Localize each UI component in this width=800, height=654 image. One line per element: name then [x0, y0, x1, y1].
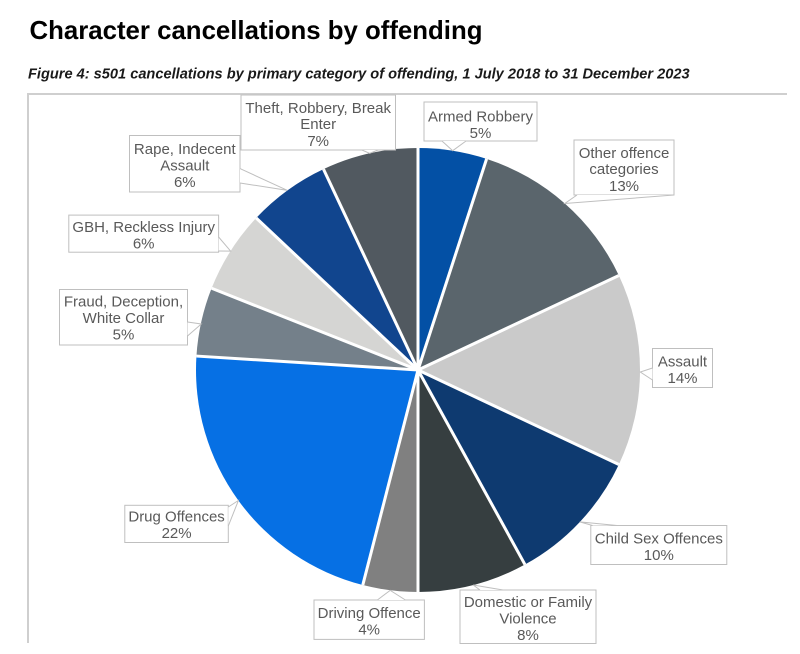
- svg-text:Armed Robbery: Armed Robbery: [428, 109, 534, 126]
- svg-text:13%: 13%: [609, 178, 639, 195]
- svg-text:22%: 22%: [162, 525, 192, 542]
- svg-text:Assault: Assault: [658, 354, 708, 371]
- svg-text:Theft, Robbery, Break: Theft, Robbery, Break: [245, 100, 391, 117]
- svg-text:Driving Offence: Driving Offence: [318, 605, 421, 622]
- svg-text:categories: categories: [589, 161, 658, 178]
- svg-text:5%: 5%: [113, 327, 135, 344]
- svg-text:Enter: Enter: [300, 116, 336, 133]
- svg-text:White Collar: White Collar: [83, 310, 165, 327]
- svg-text:Rape, Indecent: Rape, Indecent: [134, 141, 237, 158]
- svg-text:Figure 4: s501 cancellations b: Figure 4: s501 cancellations by primary …: [28, 67, 690, 83]
- svg-text:Child Sex Offences: Child Sex Offences: [595, 531, 723, 548]
- svg-text:Drug Offences: Drug Offences: [128, 508, 224, 525]
- svg-text:Character cancellations by off: Character cancellations by offending: [30, 17, 483, 45]
- svg-text:GBH, Reckless Injury: GBH, Reckless Injury: [72, 219, 215, 236]
- svg-text:5%: 5%: [470, 125, 492, 142]
- svg-text:6%: 6%: [174, 174, 196, 191]
- svg-text:Domestic or Family: Domestic or Family: [464, 594, 593, 611]
- svg-text:4%: 4%: [358, 622, 380, 639]
- svg-text:7%: 7%: [307, 133, 329, 150]
- svg-text:Assault: Assault: [160, 158, 210, 175]
- svg-text:Violence: Violence: [499, 611, 556, 628]
- svg-text:8%: 8%: [517, 627, 539, 644]
- svg-text:14%: 14%: [667, 370, 697, 387]
- svg-text:Fraud, Deception,: Fraud, Deception,: [64, 294, 183, 311]
- svg-text:10%: 10%: [644, 547, 674, 564]
- svg-text:6%: 6%: [133, 236, 155, 253]
- svg-text:Other offence: Other offence: [579, 145, 670, 162]
